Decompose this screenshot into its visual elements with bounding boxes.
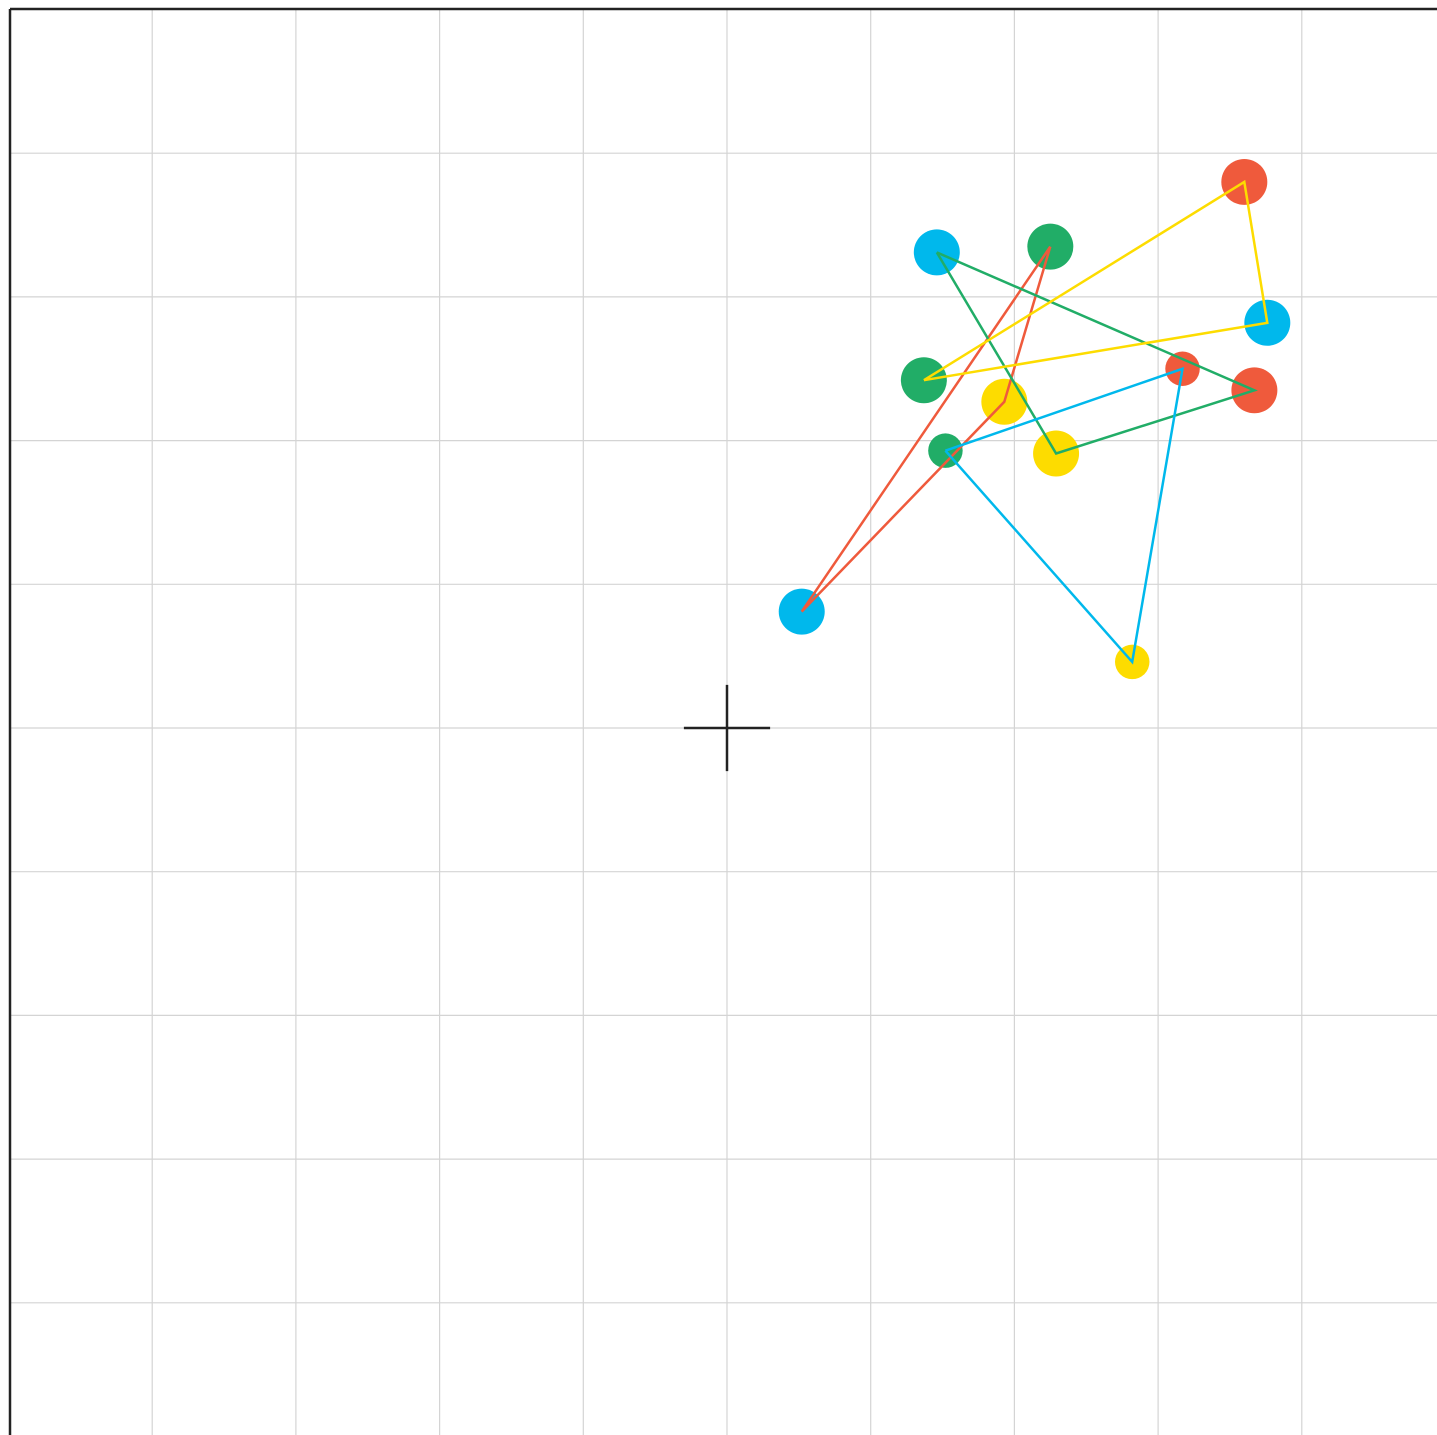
- point-green-1[interactable]: [1027, 223, 1074, 270]
- board-border: [8, 7, 1437, 1435]
- green-path: [935, 251, 1258, 455]
- red-path: [800, 245, 1052, 613]
- crosshair-icon: [683, 684, 771, 772]
- yellow-path: [923, 179, 1269, 382]
- point-blue-1[interactable]: [913, 229, 960, 276]
- blue-path: [944, 366, 1185, 665]
- point-green-2[interactable]: [900, 357, 947, 404]
- connection-paths: [800, 179, 1269, 665]
